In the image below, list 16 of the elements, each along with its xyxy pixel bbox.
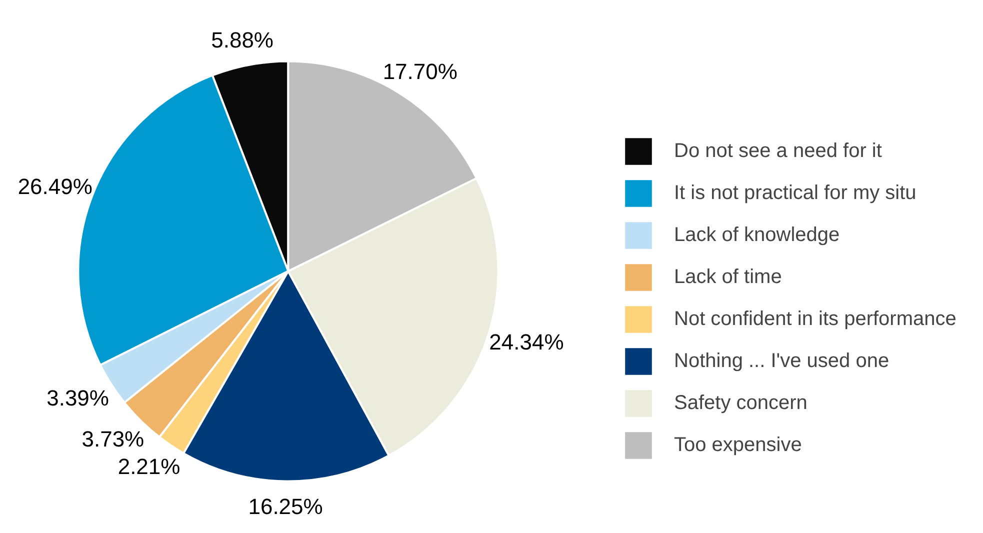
legend-label: Too expensive	[674, 434, 802, 456]
legend-label: Do not see a need for it	[674, 140, 882, 162]
data-label: 24.34%	[489, 330, 564, 355]
data-label: 2.21%	[118, 454, 180, 480]
data-label: 17.70%	[382, 58, 458, 84]
data-label: 16.25%	[248, 494, 323, 519]
legend-label: Safety concern	[674, 392, 808, 414]
legend-label: It is not practical for my situ	[674, 182, 916, 204]
data-label: 3.73%	[82, 426, 144, 452]
legend-label: Not confident in its performance	[674, 308, 956, 330]
legend-label: Nothing ... I've used one	[674, 350, 890, 372]
data-label: 5.88%	[211, 28, 274, 52]
data-label: 26.49%	[18, 174, 92, 199]
legend-label: Lack of time	[674, 266, 782, 288]
legend-label: Lack of knowledge	[674, 224, 840, 246]
data-label: 3.39%	[46, 386, 109, 411]
